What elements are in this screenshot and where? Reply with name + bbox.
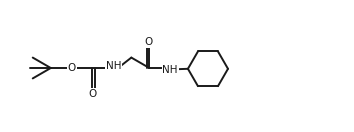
Text: NH: NH: [162, 65, 178, 75]
Text: NH: NH: [105, 61, 121, 71]
Text: O: O: [89, 89, 97, 99]
Text: O: O: [144, 37, 152, 47]
Text: O: O: [68, 63, 76, 73]
